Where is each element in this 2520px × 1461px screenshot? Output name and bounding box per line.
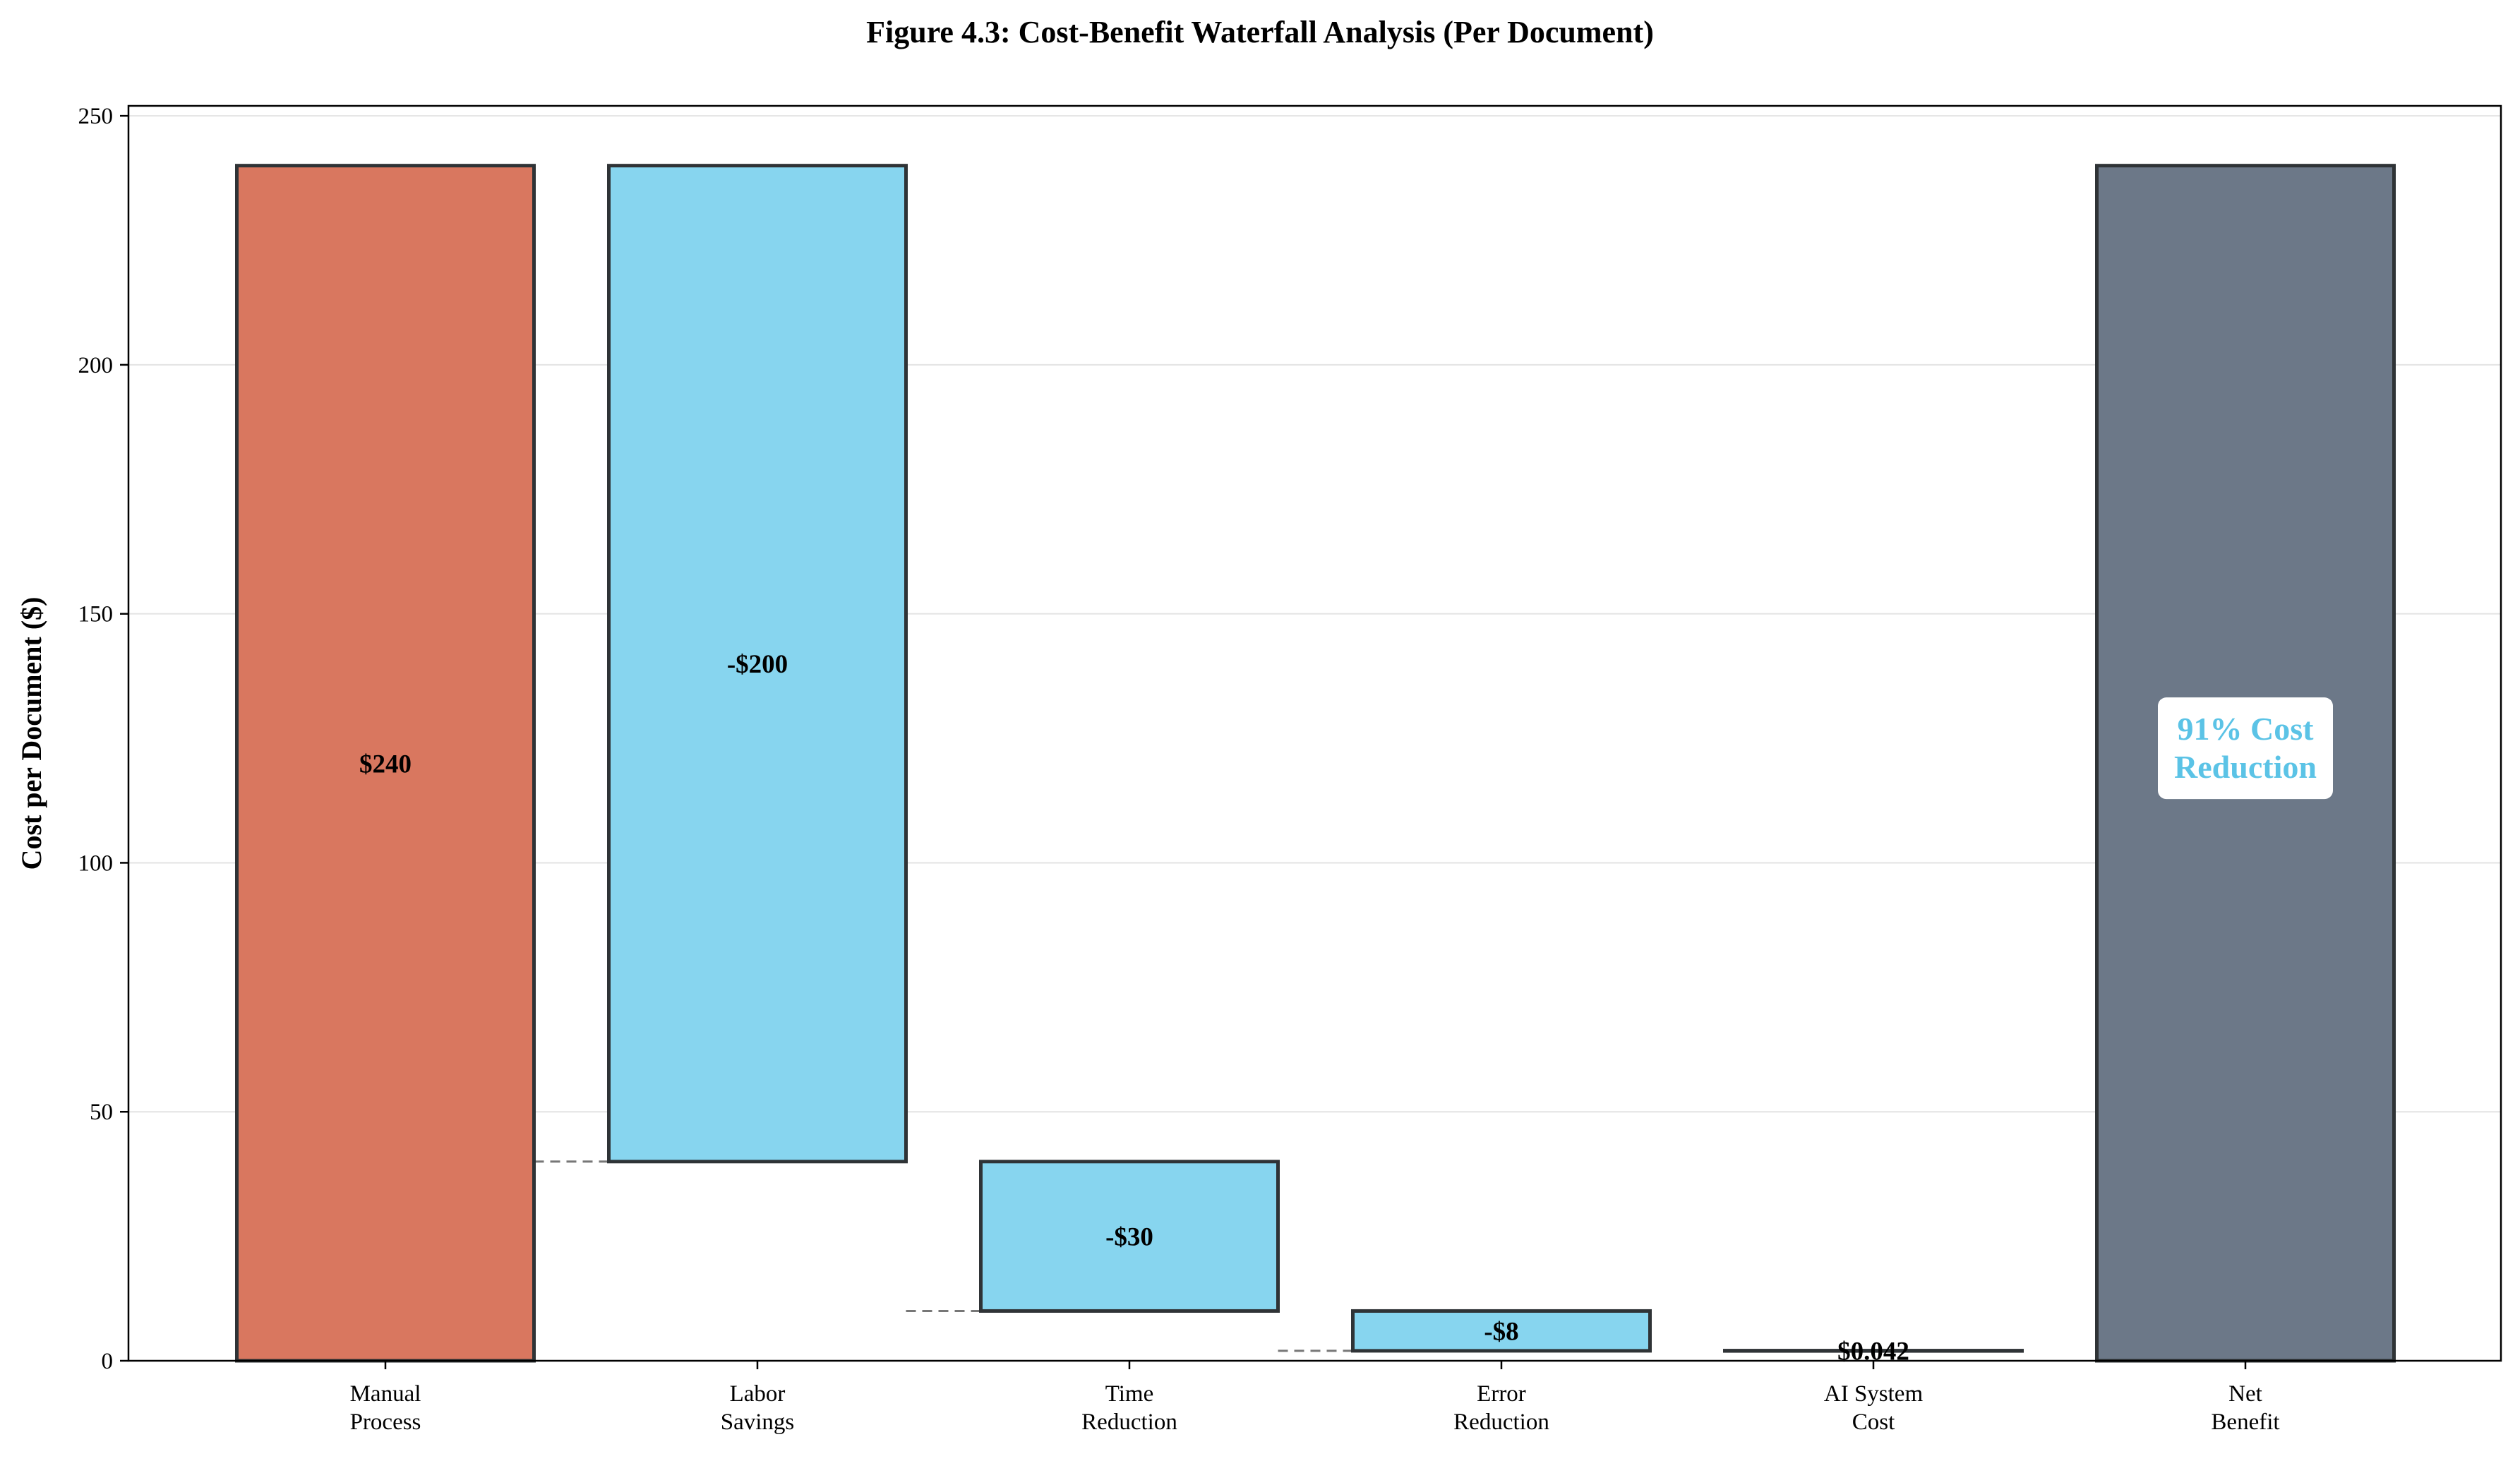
y-tick-label: 250 (78, 104, 114, 129)
x-tick-label: AI System Cost (1824, 1381, 1924, 1435)
bar-label-2: -$30 (1105, 1223, 1153, 1252)
y-axis-label: Cost per Document ($) (16, 597, 47, 870)
bar-labels: $240-$200-$30-$8$0.042 (359, 650, 1909, 1366)
annotation-text: 91% Cost Reduction (2174, 711, 2317, 785)
y-tick-label: 150 (78, 602, 114, 627)
x-tick-label: Net Benefit (2211, 1381, 2279, 1435)
x-axis-ticks: Manual Process Labor Savings Time Reduction Er… (350, 1361, 2280, 1435)
bar-4 (1723, 1349, 2024, 1353)
y-tick-label: 100 (78, 850, 114, 876)
bar-label-0: $240 (359, 750, 412, 778)
chart-title: Figure 4.3: Cost-Benefit Waterfall Analy… (866, 15, 1654, 49)
y-axis-ticks: 0 50 100 150 200 250 (78, 104, 128, 1374)
y-tick-label: 0 (102, 1349, 114, 1374)
annotation-box (2158, 697, 2333, 800)
bar-label-3: -$8 (1484, 1318, 1518, 1347)
x-tick-label: Labor Savings (721, 1381, 795, 1435)
x-tick-label: Error Reduction (1453, 1381, 1549, 1435)
bar-3 (1351, 1309, 1652, 1353)
bars (235, 164, 2396, 1363)
x-tick-label: Manual Process (350, 1381, 421, 1435)
bar-2 (979, 1160, 1280, 1313)
bar-1 (607, 164, 908, 1164)
bar-label-1: -$200 (727, 650, 788, 679)
y-tick-label: 50 (90, 1100, 113, 1125)
plot-frame (127, 104, 2502, 1362)
annotation: 91% Cost Reduction (2158, 697, 2333, 800)
y-tick-label: 200 (78, 353, 114, 378)
connector-lines (534, 1160, 1353, 1352)
x-tick-label: Time Reduction (1081, 1381, 1177, 1435)
